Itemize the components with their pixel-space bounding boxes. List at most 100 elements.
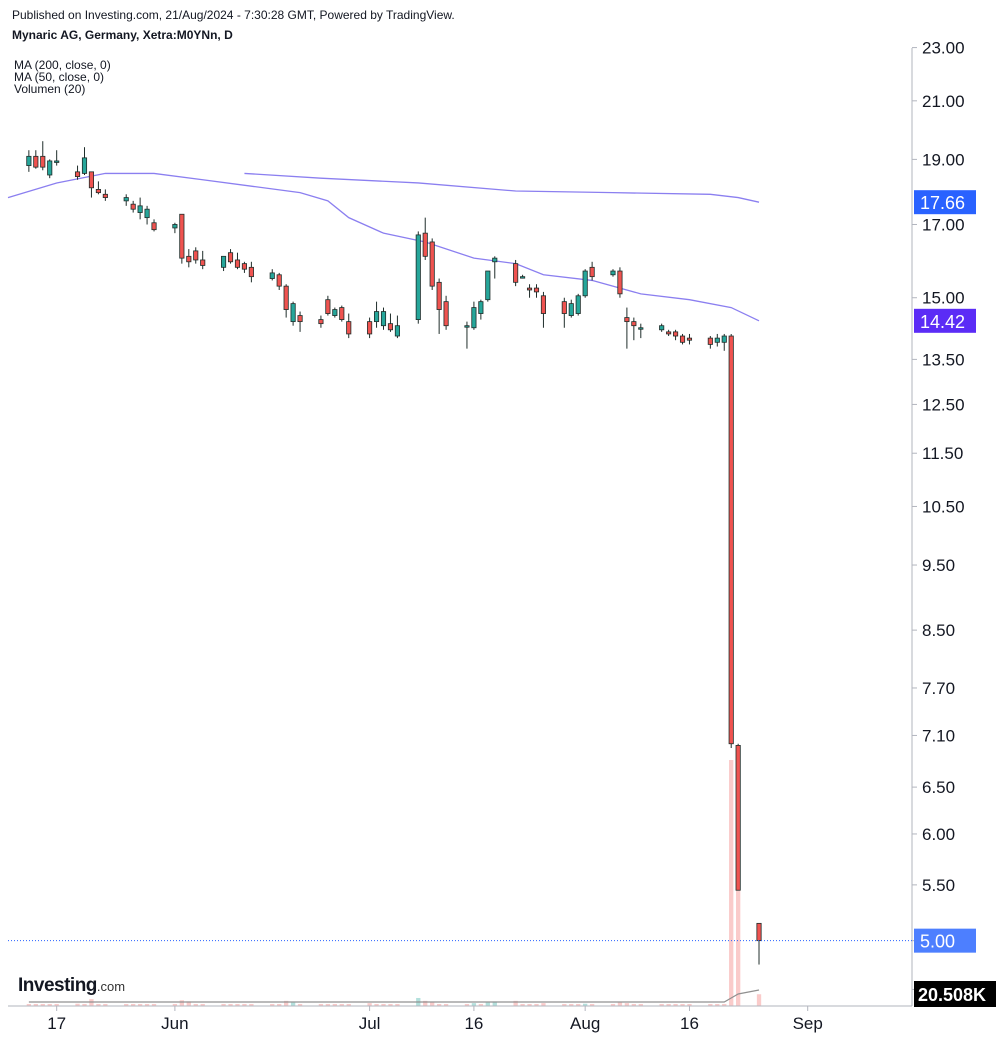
candle-body: [735, 745, 741, 891]
volume-bar: [172, 1004, 178, 1006]
volume-bar: [569, 1004, 574, 1006]
candle-body: [297, 315, 303, 323]
volume-bar: [40, 1004, 45, 1006]
candle-down: [234, 252, 241, 270]
indicator-volume-label[interactable]: Volumen (20): [14, 82, 86, 96]
candle-body: [47, 160, 53, 176]
candle-down: [533, 284, 540, 298]
candle-body: [714, 337, 720, 343]
candle-body: [137, 205, 143, 213]
candle-down: [227, 249, 234, 264]
ma50-badge-label: 14.42: [920, 312, 965, 332]
ma50-line: [7, 172, 760, 322]
volume-bar: [610, 1004, 616, 1006]
price-axis[interactable]: 23.00 21.00 19.00 17.00 15.00 13.50 12.50 11.50…: [911, 39, 965, 1006]
current-price-badge: 5.00: [914, 928, 976, 953]
volume-badge-label: 20.508K: [918, 985, 986, 1005]
candle-up: [478, 299, 484, 320]
candle-up: [172, 222, 178, 234]
candle-down: [756, 922, 762, 965]
candle-up: [568, 299, 574, 318]
candle-body: [144, 208, 150, 219]
candle-body: [234, 259, 241, 268]
ma50-badge: 14.42: [914, 308, 976, 333]
candle-body: [575, 295, 581, 314]
volume-bar: [339, 1004, 344, 1006]
price-tick-label: 5.50: [922, 876, 955, 895]
candle-down: [686, 333, 693, 345]
candle-body: [415, 234, 421, 320]
time-tick-label: 16: [464, 1014, 483, 1033]
current-price-badge-box: [914, 928, 976, 953]
price-tick-label: 7.10: [922, 726, 955, 745]
volume-bar: [270, 1004, 275, 1006]
volume-bar: [541, 1003, 546, 1006]
candle-up: [47, 159, 53, 179]
candle-down: [624, 307, 630, 349]
candle-body: [520, 276, 526, 279]
candle-up: [54, 150, 60, 166]
candle-body: [582, 270, 588, 297]
volume-bar: [729, 760, 734, 1006]
indicator-ma50-label[interactable]: MA (50, close, 0): [14, 70, 105, 84]
axis-badges: 17.66 14.42 5.00 20.508K: [8, 190, 996, 1007]
price-tick-label: 13.50: [922, 350, 965, 369]
volume-bar: [193, 1004, 198, 1006]
time-tick-label: 16: [680, 1014, 699, 1033]
volume-bar: [381, 1004, 386, 1006]
candle-up: [575, 293, 581, 316]
candle-down: [429, 238, 435, 290]
candle-body: [221, 255, 227, 268]
volume-bar: [708, 1004, 713, 1006]
volume-bar: [520, 1004, 525, 1006]
volume-bar: [137, 1004, 143, 1006]
price-tick-label: 19.00: [922, 150, 965, 169]
volume-bar: [631, 1004, 637, 1006]
price-tick-label: 11.50: [922, 444, 963, 463]
candle-down: [151, 219, 157, 232]
candle-body: [429, 241, 435, 287]
volume-bar: [318, 1004, 324, 1006]
indicator-ma200-label[interactable]: MA (200, close, 0): [14, 58, 111, 72]
volume-bar: [527, 1004, 532, 1006]
candle-down: [186, 249, 192, 268]
candle-down: [526, 284, 533, 298]
candle-up: [520, 274, 526, 279]
candle-body: [561, 301, 567, 314]
candle-body: [422, 232, 428, 257]
candle-body: [151, 222, 157, 231]
volume-bar: [492, 1001, 497, 1006]
logo-brand: Investing: [18, 975, 97, 996]
candle-down: [193, 247, 199, 264]
volume-bar: [534, 1004, 539, 1006]
volume-bar: [242, 1004, 247, 1006]
time-axis[interactable]: 17 Jun Jul 16 Aug 16 Sep: [8, 1005, 912, 1033]
candle-up: [610, 269, 616, 277]
candle-body: [346, 321, 352, 335]
candle-down: [339, 305, 345, 322]
volume-bar: [144, 1004, 150, 1006]
candle-down: [443, 295, 449, 330]
candle-down: [200, 250, 206, 270]
candle-body: [436, 281, 442, 310]
candle-up: [659, 323, 665, 332]
candle-body: [533, 287, 540, 293]
candle-body: [241, 263, 247, 270]
candle-up: [492, 256, 498, 279]
candle-body: [659, 325, 665, 331]
ma200-line: [244, 172, 760, 203]
volume-bar: [325, 1004, 331, 1006]
candle-body: [513, 263, 519, 283]
candle-up: [123, 194, 129, 206]
candle-up: [81, 147, 88, 175]
candle-body: [332, 309, 338, 316]
volume-bar: [485, 1002, 490, 1006]
candle-body: [318, 319, 324, 325]
volume-bar: [715, 1004, 720, 1006]
candle-body: [387, 323, 394, 331]
candle-body: [276, 274, 282, 287]
candle-body: [471, 307, 477, 329]
candle-down: [88, 171, 95, 198]
volume-badge: 20.508K: [914, 981, 996, 1007]
